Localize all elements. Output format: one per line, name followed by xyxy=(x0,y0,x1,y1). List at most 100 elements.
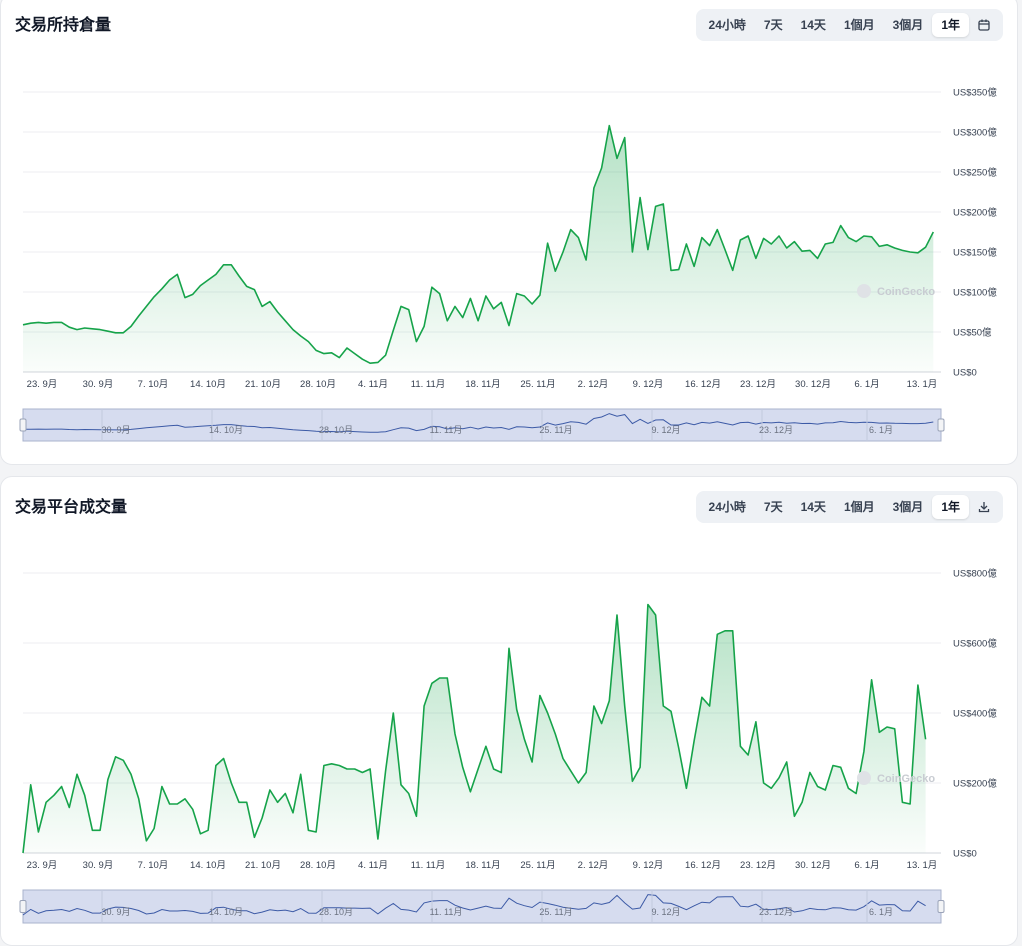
y-tick-label: US$300億 xyxy=(953,127,997,139)
navigator-line xyxy=(22,894,926,916)
y-tick-label: US$150億 xyxy=(953,247,997,259)
y-tick-label: US$350億 xyxy=(953,87,997,99)
navigator-label: 28. 10月 xyxy=(319,907,353,917)
x-tick-label: 23. 9月 xyxy=(27,379,58,390)
tab-1m[interactable]: 1個月 xyxy=(843,500,875,514)
x-tick-label: 11. 11月 xyxy=(411,860,446,871)
navigator-right-handle[interactable] xyxy=(937,900,945,913)
tab-1y[interactable]: 1年 xyxy=(932,495,969,519)
x-tick-label: 30. 9月 xyxy=(83,860,114,871)
navigator-label: 9. 12月 xyxy=(651,425,680,435)
navigator-label: 9. 12月 xyxy=(651,907,680,917)
x-tick-label: 23. 12月 xyxy=(740,379,776,390)
tab-24h[interactable]: 24小時 xyxy=(708,500,746,514)
navigator-label: 23. 12月 xyxy=(759,425,793,435)
navigator-label: 23. 12月 xyxy=(759,907,793,917)
navigator-label: 25. 11月 xyxy=(539,907,572,917)
x-tick-label: 30. 12月 xyxy=(795,860,831,871)
navigator-label: 6. 1月 xyxy=(869,425,893,435)
x-tick-label: 28. 10月 xyxy=(300,860,336,871)
navigator-label: 28. 10月 xyxy=(319,425,353,435)
series-line xyxy=(22,603,927,854)
x-tick-label: 14. 10月 xyxy=(190,379,226,390)
series-area xyxy=(23,125,934,372)
navigator-label: 14. 10月 xyxy=(209,425,243,435)
open-interest-chart: US$0 US$50億 US$100億 US$150億 US$200億 US$250億 US… xyxy=(19,87,997,442)
download-icon[interactable] xyxy=(969,495,999,519)
x-tick-label: 23. 12月 xyxy=(740,860,776,871)
open-interest-card: 交易所持倉量 24小時 7天 14天 1個月 3個月 1年 US$0 US$50億… xyxy=(0,0,1018,465)
navigator-line xyxy=(22,413,934,433)
navigator-label: 30. 9月 xyxy=(101,425,130,435)
x-tick-label: 9. 12月 xyxy=(633,860,664,871)
calendar-icon[interactable] xyxy=(969,13,999,37)
y-tick-label: US$0 xyxy=(953,849,977,860)
x-tick-label: 21. 10月 xyxy=(245,860,281,871)
y-tick-label: US$100億 xyxy=(953,287,997,299)
navigator-label: 14. 10月 xyxy=(209,907,243,917)
y-tick-label: US$0 xyxy=(953,368,977,379)
tab-14d[interactable]: 14天 xyxy=(800,18,826,32)
y-tick-label: US$800億 xyxy=(953,568,997,580)
y-tick-label: US$250億 xyxy=(953,167,997,179)
tab-1y[interactable]: 1年 xyxy=(932,13,969,37)
x-tick-label: 2. 12月 xyxy=(578,860,609,871)
navigator-left-handle[interactable] xyxy=(19,418,27,432)
x-tick-label: 30. 12月 xyxy=(795,379,831,390)
series-line xyxy=(22,124,935,365)
tab-3m[interactable]: 3個月 xyxy=(892,500,924,514)
coingecko-watermark: CoinGecko xyxy=(857,284,935,298)
series-area xyxy=(23,604,926,853)
x-tick-label: 14. 10月 xyxy=(190,860,226,871)
x-tick-label: 25. 11月 xyxy=(520,860,555,871)
range-navigator[interactable]: 30. 9月 14. 10月 28. 10月 11. 11月 25. 11月 9. 12月… xyxy=(19,889,945,924)
y-tick-label: US$200億 xyxy=(953,778,997,790)
navigator-right-handle[interactable] xyxy=(937,418,945,432)
x-tick-label: 7. 10月 xyxy=(138,860,169,871)
y-tick-label: US$400億 xyxy=(953,708,997,720)
x-tick-label: 6. 1月 xyxy=(854,379,879,390)
x-tick-label: 4. 11月 xyxy=(358,860,388,871)
tab-24h[interactable]: 24小時 xyxy=(708,18,746,32)
tab-14d[interactable]: 14天 xyxy=(800,500,826,514)
navigator-label: 30. 9月 xyxy=(101,907,130,917)
navigator-label: 11. 11月 xyxy=(430,907,463,917)
x-tick-label: 18. 11月 xyxy=(465,379,500,390)
x-tick-label: 13. 1月 xyxy=(907,860,938,871)
tab-7d[interactable]: 7天 xyxy=(763,500,783,514)
x-tick-label: 23. 9月 xyxy=(27,860,58,871)
x-tick-label: 18. 11月 xyxy=(465,860,500,871)
range-navigator[interactable]: 30. 9月 14. 10月 28. 10月 11. 11月 25. 11月 9. 12月… xyxy=(19,408,945,442)
x-tick-label: 16. 12月 xyxy=(685,379,721,390)
navigator-label: 11. 11月 xyxy=(430,425,463,435)
x-tick-label: 28. 10月 xyxy=(300,379,336,390)
x-tick-label: 11. 11月 xyxy=(411,379,446,390)
exchange-volume-card: 交易平台成交量 24小時 7天 14天 1個月 3個月 1年 US$0 US$20… xyxy=(0,476,1018,946)
chart-title: 交易所持倉量 xyxy=(15,17,112,34)
navigator-label: 25. 11月 xyxy=(539,425,572,435)
navigator-left-handle[interactable] xyxy=(19,900,27,913)
x-tick-label: 30. 9月 xyxy=(83,379,114,390)
exchange-volume-chart: US$0 US$200億 US$400億 US$600億 US$800億 CoinGeck… xyxy=(19,568,997,924)
coingecko-watermark: CoinGecko xyxy=(857,771,935,785)
x-tick-label: 7. 10月 xyxy=(138,379,169,390)
range-tabs: 24小時 7天 14天 1個月 3個月 1年 xyxy=(695,9,1003,41)
x-tick-label: 16. 12月 xyxy=(685,860,721,871)
y-tick-label: US$600億 xyxy=(953,638,997,650)
navigator-label: 6. 1月 xyxy=(869,907,893,917)
tab-7d[interactable]: 7天 xyxy=(763,18,783,32)
chart-title: 交易平台成交量 xyxy=(15,499,128,516)
x-tick-label: 25. 11月 xyxy=(520,379,555,390)
x-tick-label: 2. 12月 xyxy=(578,379,609,390)
range-tabs: 24小時 7天 14天 1個月 3個月 1年 xyxy=(695,491,1003,523)
x-tick-label: 6. 1月 xyxy=(854,860,879,871)
y-tick-label: US$200億 xyxy=(953,207,997,219)
x-tick-label: 21. 10月 xyxy=(245,379,281,390)
x-tick-label: 4. 11月 xyxy=(358,379,388,390)
tab-1m[interactable]: 1個月 xyxy=(843,18,875,32)
x-tick-label: 13. 1月 xyxy=(907,379,938,390)
tab-3m[interactable]: 3個月 xyxy=(892,18,924,32)
x-tick-label: 9. 12月 xyxy=(633,379,664,390)
y-tick-label: US$50億 xyxy=(953,327,992,339)
watermark-text: CoinGecko xyxy=(877,773,935,785)
